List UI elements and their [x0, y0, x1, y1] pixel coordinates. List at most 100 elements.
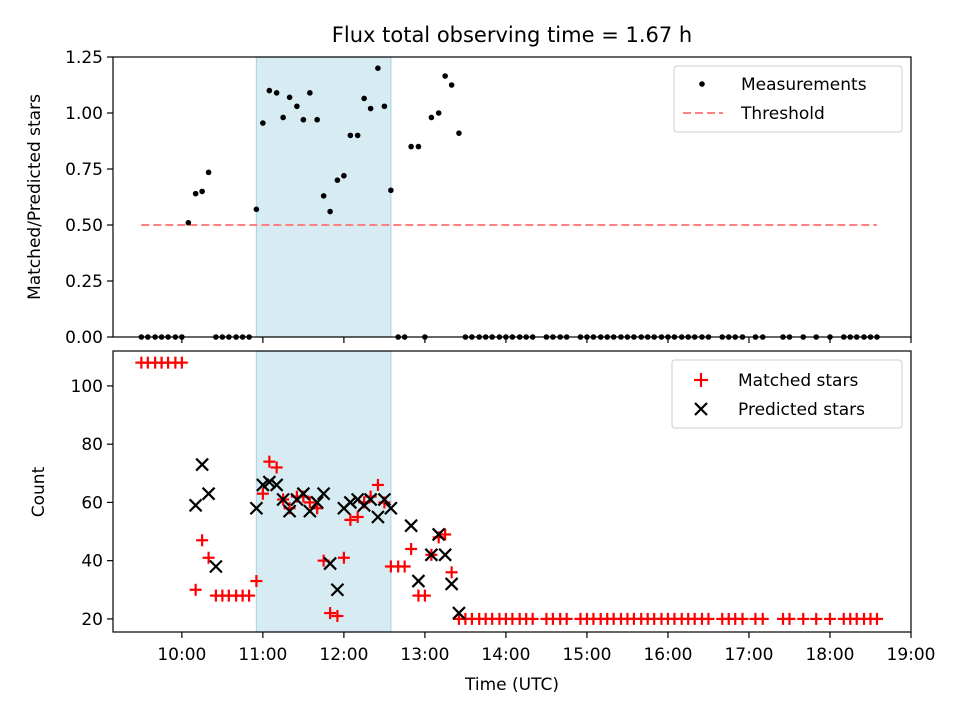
x-tick-label: 11:00	[238, 645, 287, 665]
matched-star-point	[439, 528, 452, 541]
legend-measurements-label: Measurements	[741, 75, 867, 95]
legend-threshold-label: Threshold	[740, 104, 825, 124]
matched-star-point	[702, 612, 715, 625]
y-tick-label: 1.25	[65, 48, 103, 68]
matched-star-point	[337, 551, 350, 564]
predicted-star-point	[209, 559, 223, 574]
matched-star-point	[331, 609, 344, 622]
predicted-star-point	[377, 492, 392, 507]
legend-matched-label: Matched stars	[738, 371, 858, 391]
predicted-star-point	[269, 478, 284, 492]
matched-star-point	[445, 566, 458, 579]
measurement-point	[354, 132, 361, 139]
x-tick-label: 17:00	[724, 645, 773, 665]
measurement-point	[307, 90, 313, 96]
y-tick-label: 0.25	[65, 272, 103, 292]
predicted-star-point	[330, 582, 345, 597]
measurement-point	[266, 87, 273, 94]
matched-star-point	[797, 612, 810, 625]
measurement-point	[435, 110, 442, 116]
x-tick-label: 13:00	[400, 645, 449, 665]
predicted-star-point	[262, 475, 277, 489]
measurement-point	[341, 172, 347, 179]
predicted-star-points	[188, 457, 466, 620]
matched-star-point	[371, 478, 384, 491]
matched-star-point	[196, 534, 209, 547]
predicted-star-point	[201, 486, 216, 501]
top-axes-frame	[112, 56, 912, 338]
matched-star-point	[823, 612, 836, 625]
measurement-point	[361, 95, 367, 102]
matched-star-point	[783, 612, 796, 625]
legend-measurements-marker	[699, 81, 705, 87]
chart-title: Flux total observing time = 1.67 h	[332, 23, 692, 47]
predicted-star-point	[276, 492, 290, 507]
matched-star-point	[526, 612, 539, 625]
measurement-point	[280, 114, 286, 121]
bottom-x-ticks: 10:00 11:00 12:00 13:00 14:00 15:00 16:00 17:00…	[157, 632, 936, 665]
measurement-point	[327, 208, 333, 215]
matched-star-point	[324, 607, 337, 620]
bottom-y-axis-label: Count	[29, 466, 49, 517]
y-tick-label: 20	[81, 610, 103, 630]
matched-star-point	[810, 612, 823, 625]
predicted-star-point	[282, 504, 297, 518]
matched-star-point	[405, 543, 418, 556]
matched-star-points	[135, 356, 883, 625]
x-tick-label: 10:00	[157, 645, 206, 665]
matched-star-point	[344, 513, 357, 526]
measurement-point	[314, 116, 320, 123]
matched-star-point	[870, 612, 883, 625]
predicted-star-point	[444, 577, 459, 591]
top-y-axis-label: Matched/Predicted stars	[25, 94, 45, 300]
measurement-point	[367, 105, 374, 112]
measurement-point	[381, 103, 388, 110]
y-tick-label: 0.00	[65, 328, 103, 348]
matched-star-point	[243, 589, 256, 602]
observing-window-span	[255, 350, 392, 633]
x-tick-label: 18:00	[805, 645, 854, 665]
matched-star-point	[202, 551, 215, 564]
predicted-star-point	[384, 501, 398, 516]
x-axis-label: Time (UTC)	[464, 675, 559, 695]
predicted-star-point	[316, 486, 331, 501]
y-tick-label: 0.75	[65, 160, 103, 180]
predicted-star-point	[249, 501, 264, 516]
predicted-star-point	[363, 492, 378, 507]
measurement-point	[253, 206, 260, 213]
measurement-point	[408, 143, 414, 150]
predicted-star-point	[411, 574, 426, 588]
bottom-highlight-span	[255, 350, 392, 633]
matched-star-point	[418, 589, 431, 602]
measurement-point	[388, 187, 394, 194]
legend-predicted-label: Predicted stars	[738, 400, 865, 420]
predicted-star-point	[371, 510, 385, 524]
bottom-y-ticks: 20 40 60 80 100	[71, 377, 113, 630]
predicted-star-point	[431, 527, 446, 542]
measurement-point	[415, 143, 422, 150]
measurement-point	[375, 65, 381, 71]
matched-star-point	[250, 575, 263, 588]
predicted-star-point	[188, 498, 203, 513]
measurement-point	[320, 193, 327, 199]
y-tick-label: 1.00	[65, 104, 103, 124]
matched-star-point	[189, 583, 202, 596]
top-y-ticks: 0.00 0.25 0.50 0.75 1.00 1.25	[65, 48, 113, 348]
matched-star-point	[736, 612, 749, 625]
x-tick-label: 19:00	[887, 645, 936, 665]
measurement-point	[300, 116, 307, 123]
matched-star-point	[560, 612, 573, 625]
matched-star-point	[351, 510, 364, 523]
measurement-point	[205, 169, 212, 176]
matched-star-point	[263, 455, 276, 468]
y-tick-label: 40	[81, 552, 103, 572]
top-legend: Measurements Threshold	[673, 65, 903, 133]
bottom-axes-frame	[112, 350, 912, 633]
predicted-star-point	[424, 548, 439, 562]
y-tick-label: 60	[81, 493, 103, 513]
measurement-point	[448, 82, 455, 88]
y-tick-label: 80	[81, 435, 103, 455]
measurement-point	[347, 132, 354, 139]
matched-star-point	[175, 356, 188, 369]
